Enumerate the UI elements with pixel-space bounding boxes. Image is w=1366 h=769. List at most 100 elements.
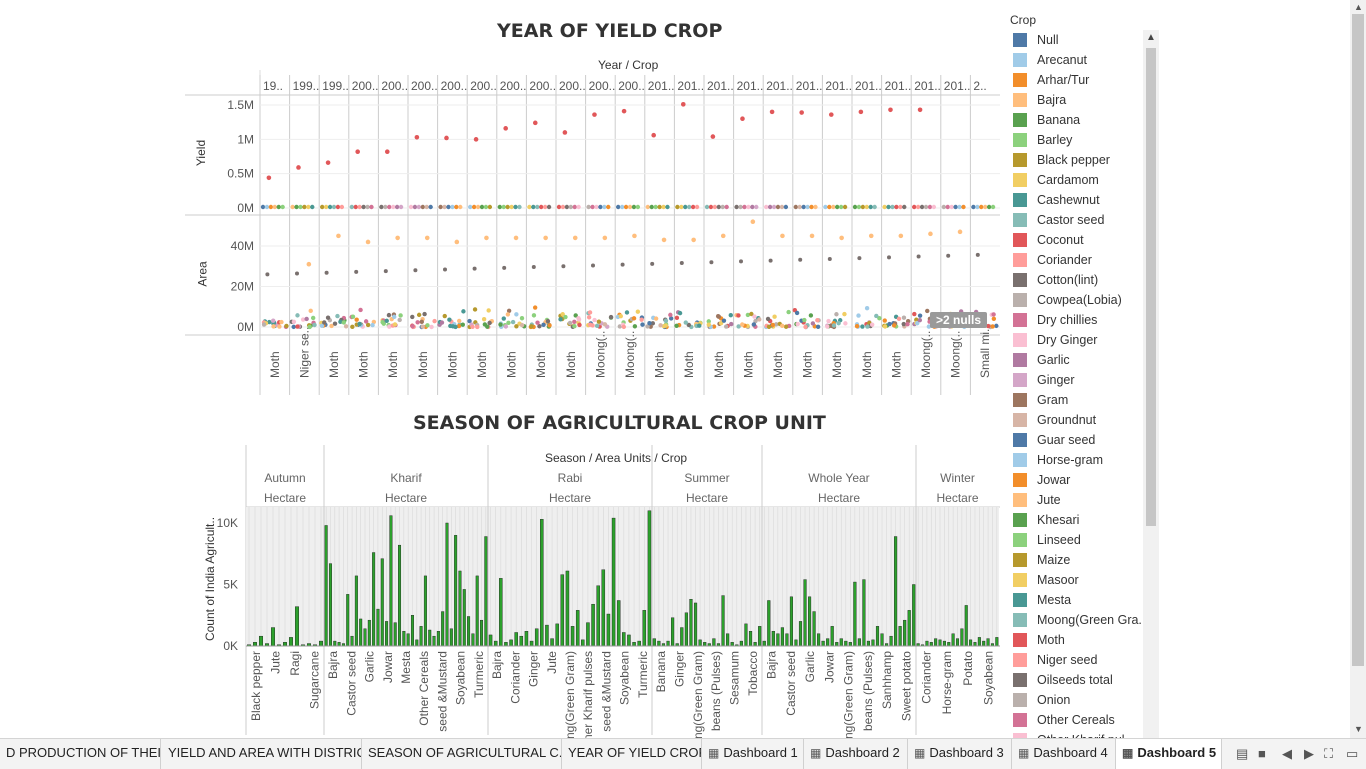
area-point[interactable]: [354, 317, 359, 322]
area-point[interactable]: [663, 318, 669, 323]
yield-point[interactable]: [917, 107, 923, 113]
area-point[interactable]: [336, 233, 341, 239]
area-point[interactable]: [915, 321, 920, 326]
area-point[interactable]: [306, 261, 312, 267]
season-bar[interactable]: [652, 638, 656, 647]
area-point[interactable]: [319, 323, 325, 329]
area-point[interactable]: [917, 313, 923, 318]
season-bar[interactable]: [458, 570, 462, 647]
area-point[interactable]: [432, 318, 437, 324]
legend-scrollbar[interactable]: ▲: [1143, 30, 1159, 738]
area-point[interactable]: [770, 322, 776, 328]
yield-point[interactable]: [649, 204, 654, 210]
area-point[interactable]: [957, 229, 963, 235]
area-point[interactable]: [322, 320, 327, 325]
season-bar[interactable]: [986, 638, 990, 647]
area-point[interactable]: [456, 323, 462, 329]
area-point[interactable]: [395, 235, 400, 241]
yield-point[interactable]: [414, 134, 420, 140]
season-bar[interactable]: [982, 640, 986, 647]
area-point[interactable]: [503, 324, 509, 329]
area-point[interactable]: [795, 321, 800, 327]
nulls-badge[interactable]: >2 nulls: [930, 312, 988, 328]
tab-year-of-yield-crop[interactable]: YEAR OF YIELD CROP: [562, 739, 702, 769]
yield-point[interactable]: [428, 204, 433, 210]
area-point[interactable]: [621, 324, 627, 330]
area-point[interactable]: [716, 314, 721, 319]
area-point[interactable]: [586, 315, 592, 320]
season-bar[interactable]: [471, 633, 475, 647]
yield-point[interactable]: [606, 204, 611, 210]
season-bar[interactable]: [730, 642, 734, 647]
legend-item[interactable]: Gram: [1013, 390, 1068, 410]
yield-point[interactable]: [767, 204, 773, 210]
area-point[interactable]: [736, 313, 741, 318]
legend-scroll-up-icon[interactable]: ▲: [1146, 32, 1156, 43]
season-bar[interactable]: [848, 642, 852, 647]
season-bar[interactable]: [372, 552, 376, 647]
yield-point[interactable]: [276, 204, 281, 210]
legend-item[interactable]: Linseed: [1013, 530, 1081, 550]
yield-point[interactable]: [680, 102, 686, 107]
season-bar[interactable]: [835, 642, 839, 647]
season-bar[interactable]: [570, 626, 575, 647]
area-point[interactable]: [447, 317, 452, 322]
season-bar[interactable]: [467, 616, 471, 647]
yield-point[interactable]: [740, 116, 745, 122]
season-bar[interactable]: [907, 610, 911, 647]
season-bar[interactable]: [354, 575, 358, 647]
area-point[interactable]: [877, 316, 882, 321]
season-bar[interactable]: [889, 635, 893, 647]
season-bar[interactable]: [337, 642, 341, 647]
yield-point[interactable]: [487, 204, 493, 210]
season-bar[interactable]: [288, 637, 293, 647]
yield-point[interactable]: [720, 204, 725, 210]
yield-point[interactable]: [272, 204, 277, 210]
season-bar[interactable]: [385, 621, 389, 647]
season-bar[interactable]: [282, 642, 287, 647]
area-point[interactable]: [774, 322, 779, 327]
yield-point[interactable]: [912, 204, 917, 210]
yield-point[interactable]: [783, 204, 789, 210]
area-point[interactable]: [679, 261, 684, 266]
season-bar[interactable]: [808, 596, 812, 647]
yield-point[interactable]: [387, 204, 392, 210]
area-point[interactable]: [602, 322, 608, 327]
yield-point[interactable]: [483, 204, 489, 210]
yield-point[interactable]: [335, 204, 341, 210]
season-bar[interactable]: [596, 585, 600, 647]
season-bar[interactable]: [844, 640, 848, 647]
season-bar[interactable]: [519, 635, 524, 647]
yield-point[interactable]: [712, 204, 718, 210]
tab-dashboard-2[interactable]: ▦ Dashboard 2: [804, 739, 908, 769]
season-bar[interactable]: [545, 624, 549, 647]
yield-point[interactable]: [383, 204, 388, 210]
fit-screen-icon[interactable]: ⛶: [1324, 746, 1334, 761]
yield-point[interactable]: [827, 204, 832, 210]
season-bar[interactable]: [432, 635, 436, 647]
area-point[interactable]: [691, 237, 696, 243]
area-point[interactable]: [650, 261, 655, 266]
yield-point[interactable]: [635, 204, 641, 210]
yield-point[interactable]: [797, 204, 802, 210]
season-bar[interactable]: [798, 621, 803, 647]
yield-point[interactable]: [651, 132, 656, 138]
yield-point[interactable]: [454, 204, 459, 210]
area-point[interactable]: [506, 320, 511, 326]
season-bar[interactable]: [454, 535, 458, 647]
area-point[interactable]: [718, 320, 724, 326]
season-bar[interactable]: [647, 510, 652, 647]
yield-point[interactable]: [983, 204, 988, 210]
yield-point[interactable]: [665, 204, 670, 210]
area-point[interactable]: [991, 312, 996, 317]
area-point[interactable]: [537, 324, 542, 329]
season-bar[interactable]: [586, 622, 590, 647]
area-point[interactable]: [498, 322, 503, 327]
legend-item[interactable]: Cardamom: [1013, 170, 1099, 190]
area-point[interactable]: [857, 256, 862, 261]
area-point[interactable]: [329, 323, 334, 329]
yield-point[interactable]: [694, 204, 700, 210]
season-bar[interactable]: [616, 600, 621, 647]
area-point[interactable]: [946, 253, 951, 258]
area-point[interactable]: [856, 313, 861, 318]
